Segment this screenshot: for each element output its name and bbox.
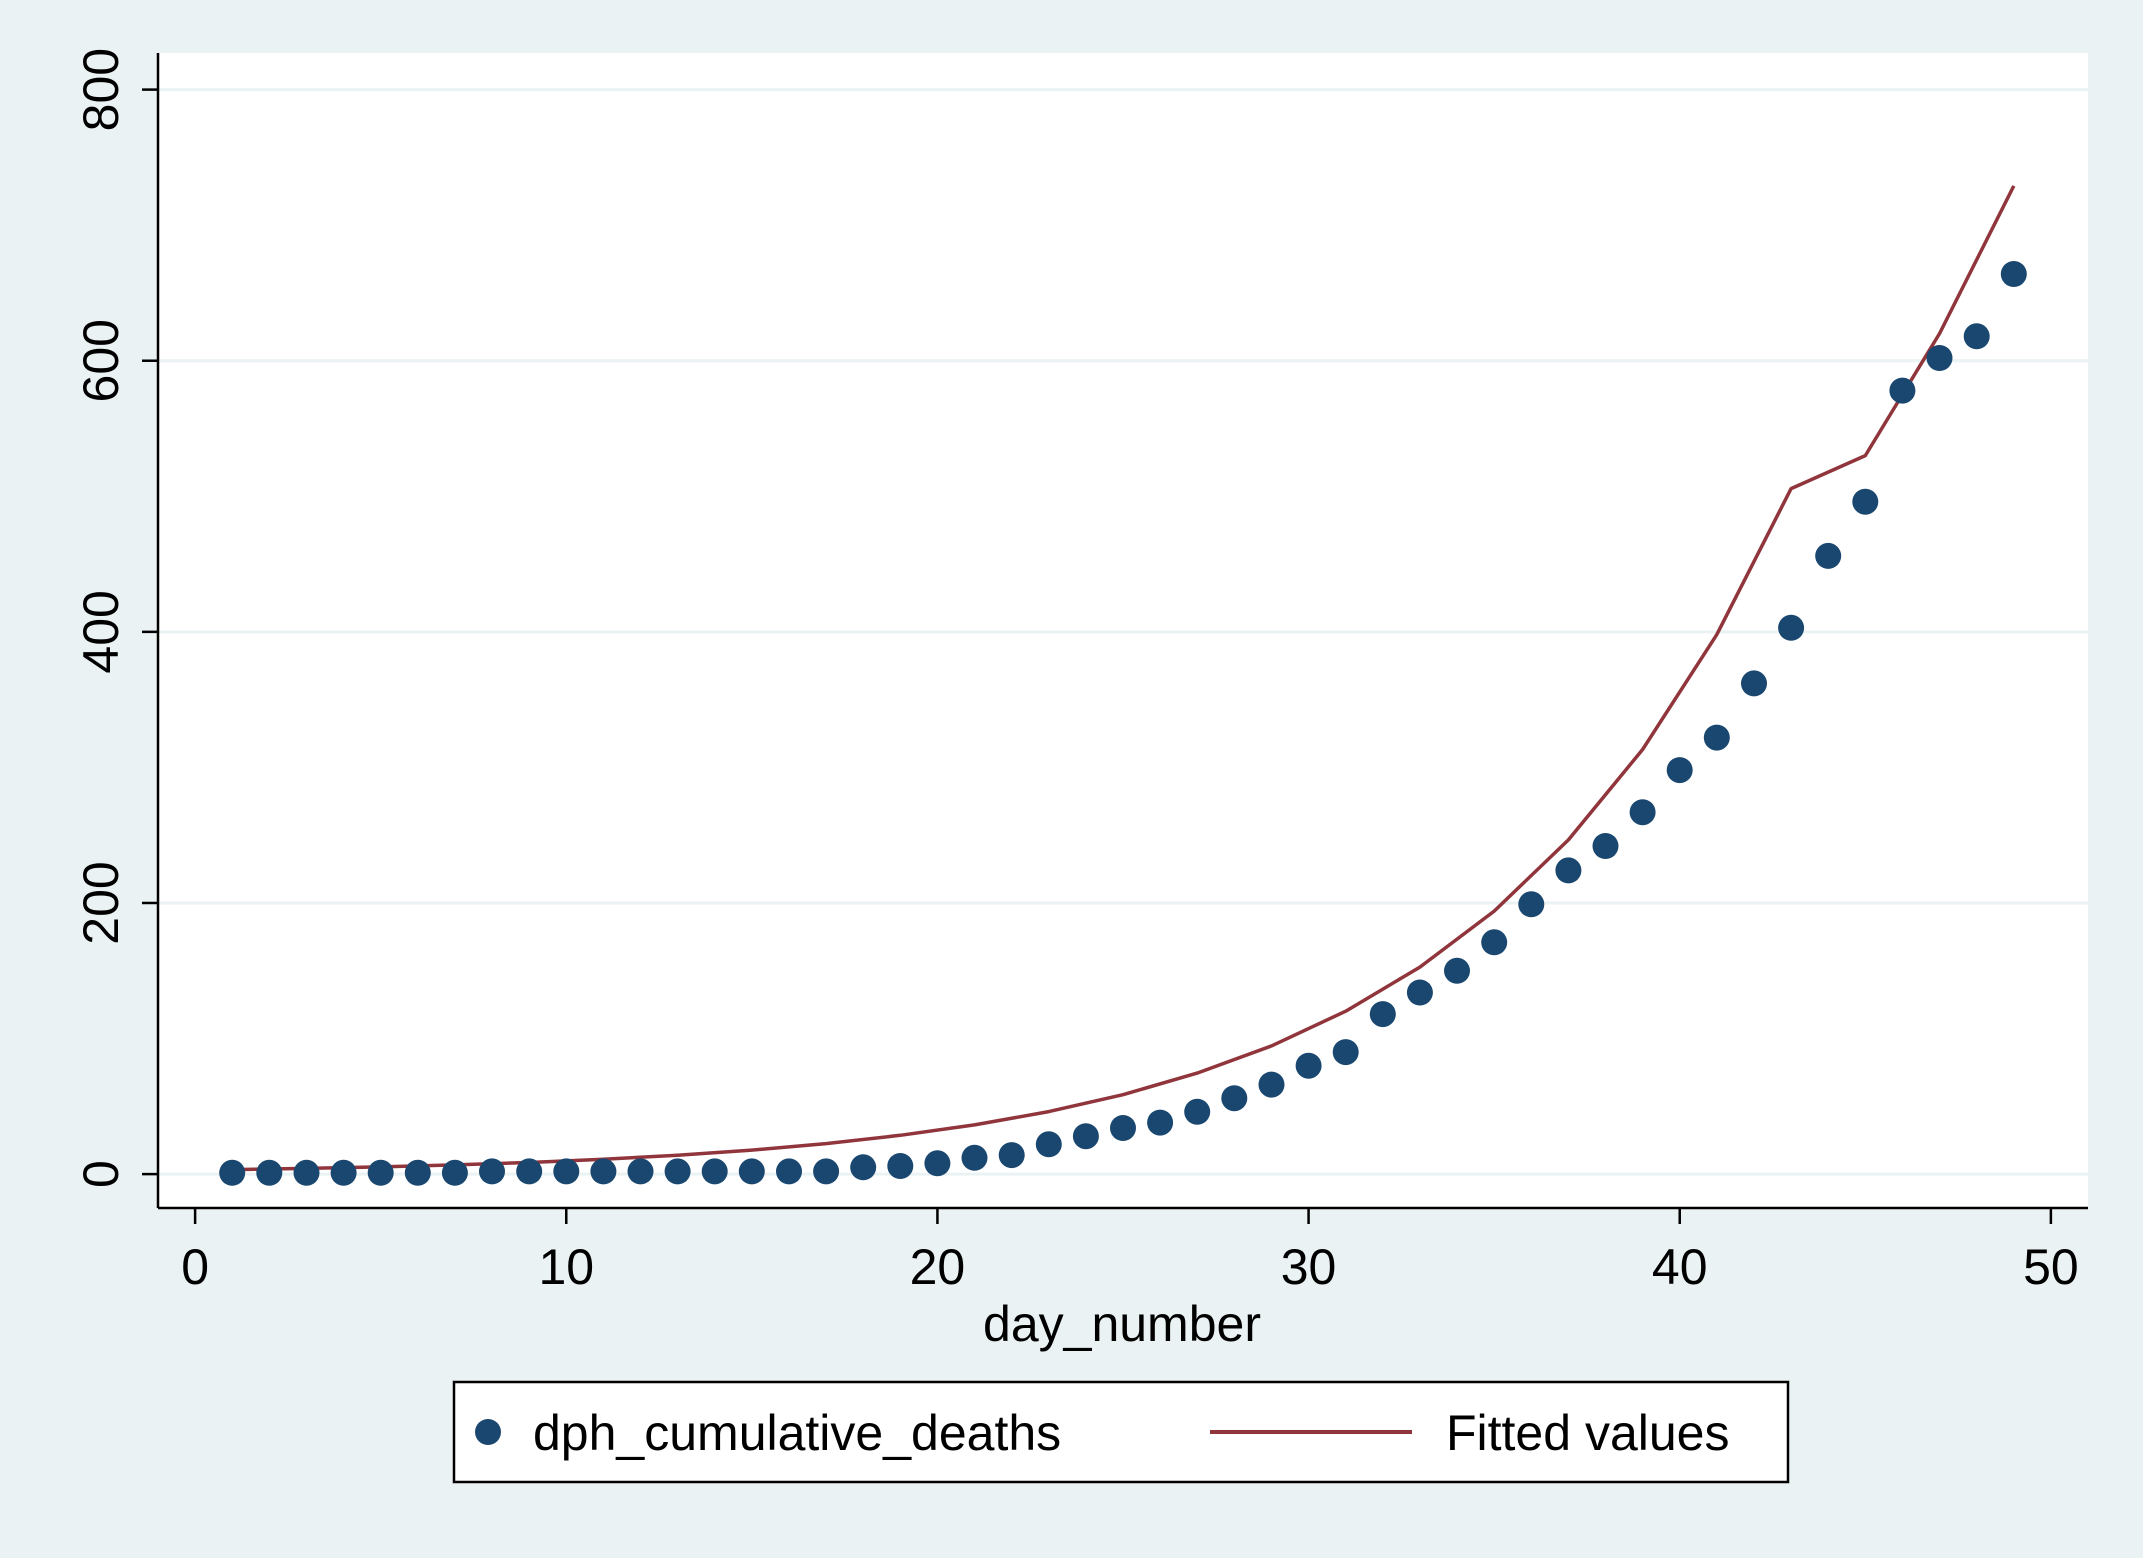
data-point xyxy=(256,1159,283,1186)
data-point xyxy=(1629,799,1656,826)
data-point xyxy=(998,1142,1025,1169)
data-point xyxy=(1072,1123,1099,1150)
data-point xyxy=(1184,1098,1211,1125)
data-point xyxy=(330,1159,357,1186)
data-point xyxy=(1963,323,1990,350)
legend: dph_cumulative_deaths Fitted values xyxy=(452,1380,1790,1484)
data-point xyxy=(516,1158,543,1185)
data-point xyxy=(887,1153,914,1179)
data-point xyxy=(1147,1109,1174,1136)
y-tick-label-0: 0 xyxy=(73,1160,129,1188)
data-point xyxy=(441,1159,468,1186)
data-point xyxy=(1332,1039,1359,1066)
data-point xyxy=(1110,1115,1136,1141)
y-tick-label-800: 800 xyxy=(73,48,129,131)
data-point xyxy=(1481,929,1508,956)
data-point xyxy=(850,1154,877,1181)
data-point xyxy=(1852,488,1879,515)
data-point xyxy=(1741,670,1767,697)
x-tick-label-20: 20 xyxy=(910,1239,966,1295)
data-point xyxy=(664,1158,691,1185)
data-point xyxy=(1555,857,1582,884)
data-point xyxy=(924,1150,951,1177)
x-tick-label-10: 10 xyxy=(538,1239,594,1295)
data-point xyxy=(1035,1131,1062,1158)
x-tick-label-40: 40 xyxy=(1652,1239,1708,1295)
data-point xyxy=(813,1158,840,1185)
axes xyxy=(156,53,2088,1210)
data-point xyxy=(1889,377,1916,404)
data-point xyxy=(961,1144,988,1171)
legend-label-fit: Fitted values xyxy=(1446,1405,1729,1461)
y-ticks: 0 200 400 600 800 xyxy=(73,48,158,1188)
x-ticks: 0 10 20 30 40 50 xyxy=(181,1208,2079,1295)
data-point xyxy=(738,1158,765,1185)
data-point xyxy=(1666,757,1693,784)
y-tick-label-200: 200 xyxy=(73,861,129,944)
x-axis-title: day_number xyxy=(983,1296,1261,1352)
data-point xyxy=(2000,261,2027,287)
data-point xyxy=(1295,1052,1322,1079)
x-tick-label-30: 30 xyxy=(1281,1239,1337,1295)
data-point xyxy=(367,1159,394,1186)
data-point xyxy=(1406,979,1433,1006)
data-point xyxy=(776,1158,802,1185)
data-point xyxy=(404,1159,431,1186)
data-point xyxy=(590,1158,617,1185)
x-tick-label-0: 0 xyxy=(181,1239,209,1295)
data-point xyxy=(1221,1085,1248,1112)
data-point xyxy=(1518,891,1545,918)
legend-label-points: dph_cumulative_deaths xyxy=(533,1405,1061,1461)
data-point xyxy=(627,1158,654,1185)
legend-marker-points xyxy=(475,1419,501,1445)
x-tick-label-50: 50 xyxy=(2023,1239,2079,1295)
data-point xyxy=(1703,724,1730,751)
data-point xyxy=(293,1159,320,1186)
data-point xyxy=(553,1158,580,1185)
data-point xyxy=(479,1158,505,1185)
data-point xyxy=(219,1159,246,1186)
legend-box xyxy=(452,1380,1790,1484)
data-point xyxy=(1369,1001,1396,1028)
data-point xyxy=(1926,345,1953,371)
data-point xyxy=(701,1158,728,1185)
data-point xyxy=(1592,833,1619,859)
data-point xyxy=(1444,957,1470,984)
data-point xyxy=(1815,542,1842,569)
data-point xyxy=(1258,1071,1285,1098)
y-tick-label-400: 400 xyxy=(73,590,129,673)
data-point xyxy=(1778,614,1805,641)
y-tick-label-600: 600 xyxy=(73,319,129,402)
scatter-points xyxy=(219,261,2027,1186)
